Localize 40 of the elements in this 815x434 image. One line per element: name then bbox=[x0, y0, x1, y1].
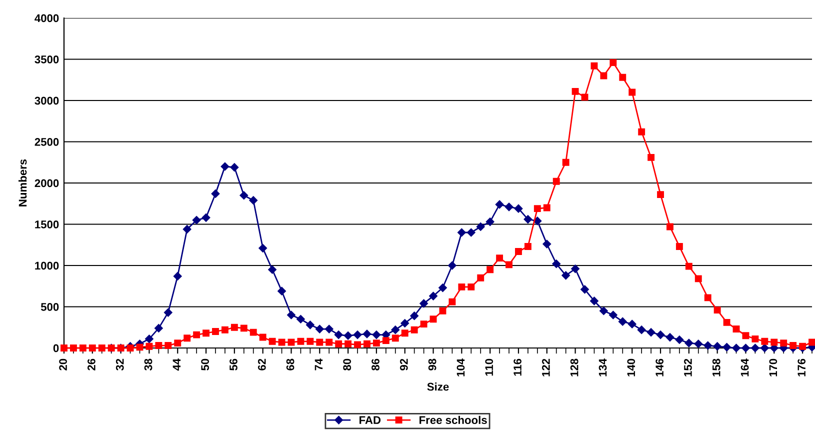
y-tick-label: 1000 bbox=[35, 262, 59, 270]
x-tick-label: 104 bbox=[456, 358, 465, 376]
y-tick-label: 0 bbox=[53, 344, 59, 352]
x-tick-label: 44 bbox=[172, 358, 180, 371]
y-tick-label: 3000 bbox=[34, 96, 59, 105]
x-tick-label: 110 bbox=[485, 358, 494, 376]
x-tick-label: 122 bbox=[542, 358, 550, 376]
x-tick-label: 68 bbox=[286, 358, 294, 370]
y-tick-label: 3500 bbox=[34, 56, 59, 64]
x-tick-label: 176 bbox=[798, 358, 806, 376]
x-tick-label: 134 bbox=[598, 358, 607, 376]
x-tick-label: 80 bbox=[343, 358, 352, 370]
x-tick-label: 26 bbox=[88, 358, 96, 370]
legend-label: Free schools bbox=[420, 416, 487, 424]
y-tick-label: 4000 bbox=[34, 14, 59, 22]
y-tick-label: 2000 bbox=[34, 179, 59, 188]
y-axis-title: Numbers bbox=[18, 159, 27, 206]
x-tick-label: 32 bbox=[116, 358, 124, 371]
x-tick-label: 20 bbox=[59, 358, 67, 370]
x-tick-label: 146 bbox=[656, 358, 664, 376]
x-tick-label: 56 bbox=[230, 358, 238, 370]
x-tick-label: 164 bbox=[740, 358, 749, 376]
legend-label: FAD bbox=[360, 416, 381, 424]
x-tick-label: 62 bbox=[258, 358, 266, 370]
x-tick-label: 116 bbox=[514, 358, 522, 376]
x-tick-label: 170 bbox=[769, 358, 778, 376]
x-tick-label: 158 bbox=[712, 358, 720, 376]
x-tick-label: 128 bbox=[570, 358, 578, 376]
x-tick-label: 92 bbox=[400, 358, 408, 370]
x-tick-label: 86 bbox=[372, 358, 380, 370]
x-tick-label: 140 bbox=[627, 358, 636, 376]
x-tick-label: 38 bbox=[144, 358, 152, 371]
x-tick-label: 98 bbox=[428, 358, 436, 370]
x-tick-label: 74 bbox=[314, 358, 323, 370]
x-axis-title: Size bbox=[427, 382, 449, 391]
y-tick-label: 1500 bbox=[35, 220, 59, 228]
x-tick-label: 152 bbox=[684, 358, 692, 376]
y-tick-label: 500 bbox=[40, 303, 59, 311]
x-tick-label: 50 bbox=[201, 358, 210, 370]
y-tick-label: 2500 bbox=[34, 138, 59, 146]
